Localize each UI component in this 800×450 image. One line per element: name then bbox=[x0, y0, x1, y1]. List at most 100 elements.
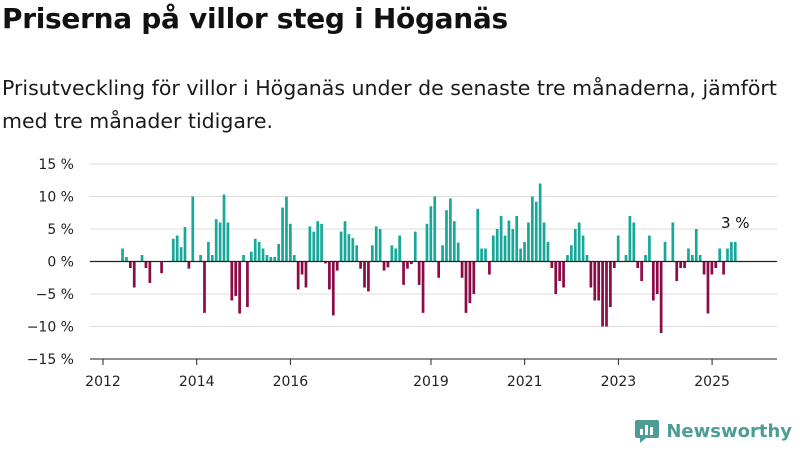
bar bbox=[406, 261, 409, 269]
bar bbox=[683, 261, 686, 268]
bar bbox=[347, 234, 351, 262]
bar bbox=[624, 255, 628, 262]
x-tick-label: 2019 bbox=[413, 374, 449, 390]
bar bbox=[722, 261, 725, 275]
bar bbox=[292, 255, 296, 262]
bar bbox=[691, 255, 694, 262]
bar bbox=[382, 261, 386, 271]
last-value-label: 3 % bbox=[721, 214, 750, 232]
bar bbox=[644, 255, 647, 262]
bar bbox=[495, 229, 499, 262]
bar bbox=[507, 220, 511, 262]
bar bbox=[616, 235, 620, 262]
bar bbox=[609, 261, 612, 307]
bar bbox=[472, 261, 476, 294]
bar bbox=[538, 183, 542, 262]
y-tick-label: −5 % bbox=[36, 287, 74, 303]
bar bbox=[253, 238, 257, 262]
x-tick-label: 2025 bbox=[694, 374, 730, 390]
bar bbox=[605, 261, 608, 327]
bar bbox=[577, 222, 581, 262]
bar bbox=[140, 255, 144, 262]
bar bbox=[585, 255, 589, 262]
bar bbox=[359, 261, 362, 269]
bar bbox=[534, 201, 538, 262]
x-tick-label: 2021 bbox=[507, 374, 543, 390]
bar bbox=[468, 261, 472, 304]
bar bbox=[730, 242, 733, 262]
bar bbox=[413, 231, 417, 262]
bar bbox=[374, 226, 378, 262]
bar bbox=[324, 261, 327, 264]
bar bbox=[289, 223, 292, 262]
bar bbox=[187, 261, 191, 269]
bar bbox=[175, 235, 179, 262]
bar bbox=[328, 261, 331, 290]
bar bbox=[343, 221, 347, 262]
bar bbox=[651, 261, 655, 301]
bar bbox=[640, 261, 643, 281]
bar bbox=[554, 261, 558, 294]
bar bbox=[394, 248, 398, 262]
x-tick-label: 2012 bbox=[85, 374, 121, 390]
page-title: Priserna på villor steg i Höganäs bbox=[2, 2, 508, 35]
bar bbox=[402, 261, 405, 285]
bar bbox=[331, 261, 335, 316]
bar bbox=[628, 216, 632, 262]
y-tick-label: 15 % bbox=[38, 157, 74, 173]
bar bbox=[612, 261, 616, 268]
x-axis-ticks: 2012 2014 2016 2019 2021 2023 2025 bbox=[85, 359, 730, 390]
bar bbox=[179, 247, 183, 262]
bar bbox=[351, 238, 355, 262]
bar bbox=[519, 248, 522, 262]
bar bbox=[171, 238, 175, 262]
bar bbox=[542, 222, 546, 262]
bar bbox=[378, 229, 382, 262]
x-tick-label: 2023 bbox=[601, 374, 637, 390]
brand-name: Newsworthy bbox=[666, 420, 792, 442]
bar bbox=[562, 261, 565, 288]
bar bbox=[429, 206, 433, 262]
bar bbox=[566, 255, 569, 262]
bar bbox=[449, 198, 452, 262]
bar bbox=[452, 221, 456, 262]
bar bbox=[593, 261, 597, 301]
bar bbox=[265, 255, 269, 262]
bar bbox=[655, 261, 659, 294]
page-subtitle: Prisutveckling för villor i Höganäs unde… bbox=[2, 76, 777, 133]
bar bbox=[132, 261, 136, 288]
bar bbox=[726, 248, 729, 262]
bar bbox=[125, 256, 128, 262]
bar bbox=[296, 261, 300, 290]
bar bbox=[570, 245, 573, 262]
y-tick-label: −15 % bbox=[27, 352, 74, 368]
bar bbox=[706, 261, 710, 314]
brand-logo: Newsworthy bbox=[634, 418, 792, 444]
bar bbox=[675, 261, 679, 281]
bar bbox=[222, 194, 226, 262]
bar bbox=[210, 255, 214, 262]
bar bbox=[636, 261, 640, 268]
bar bbox=[269, 256, 273, 262]
bar bbox=[339, 231, 343, 262]
bar bbox=[527, 222, 530, 262]
bar bbox=[687, 248, 690, 262]
bar bbox=[249, 251, 253, 262]
bar bbox=[441, 245, 444, 262]
bar bbox=[511, 229, 515, 262]
bar bbox=[246, 261, 249, 307]
bar bbox=[335, 261, 339, 271]
bar bbox=[191, 196, 195, 262]
bar bbox=[499, 216, 503, 262]
bar bbox=[203, 261, 206, 313]
bar bbox=[320, 223, 323, 262]
bar bbox=[226, 222, 230, 262]
bar bbox=[386, 261, 390, 268]
bar bbox=[573, 229, 577, 262]
bar bbox=[515, 216, 519, 262]
bar bbox=[476, 208, 480, 262]
bar bbox=[128, 261, 132, 268]
bar bbox=[433, 196, 437, 262]
bar bbox=[589, 261, 593, 288]
bar bbox=[698, 255, 702, 262]
